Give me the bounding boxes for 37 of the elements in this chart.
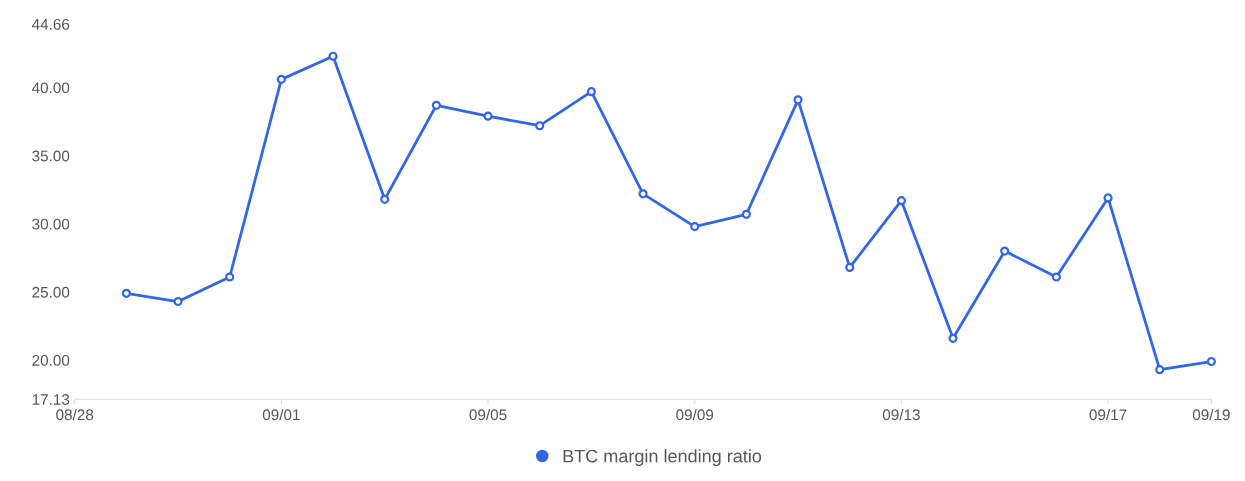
point [483, 111, 493, 121]
y-tick-label: 44.66 [31, 18, 70, 30]
point [1206, 356, 1216, 367]
point [225, 272, 235, 282]
point [845, 262, 855, 273]
x-tick-label: 08/28 [56, 408, 94, 421]
point [328, 51, 338, 61]
point [948, 333, 958, 343]
point [1155, 365, 1165, 375]
point [793, 95, 803, 105]
y-tick-label: 20.00 [32, 354, 70, 366]
y-tick-label: 30.00 [32, 218, 70, 230]
x-tick-label: 09/01 [262, 408, 300, 421]
y-tick-label: 25.00 [32, 286, 70, 298]
point [1000, 246, 1010, 256]
point [535, 121, 545, 131]
x-tick-label: 09/09 [676, 408, 714, 421]
point [276, 74, 286, 84]
x-tick-label: 09/13 [882, 408, 920, 421]
point [741, 209, 751, 219]
point [173, 296, 183, 307]
point [896, 196, 906, 206]
point [690, 221, 700, 232]
x-tick-label: 09/19 [1192, 408, 1230, 421]
point [1103, 193, 1113, 203]
y-tick-label: 40.00 [31, 82, 70, 94]
y-tick-label: 17.13 [32, 394, 70, 405]
point [638, 189, 648, 199]
x-tick-label: 09/05 [469, 408, 507, 421]
x-tick-label: 09/17 [1089, 408, 1127, 421]
point [586, 87, 596, 97]
legend-label: BTC margin lending ratio [563, 449, 762, 467]
point [121, 288, 131, 298]
point [380, 194, 390, 204]
y-tick-label: 35.00 [32, 150, 70, 162]
point [431, 100, 441, 110]
point [1051, 272, 1061, 282]
